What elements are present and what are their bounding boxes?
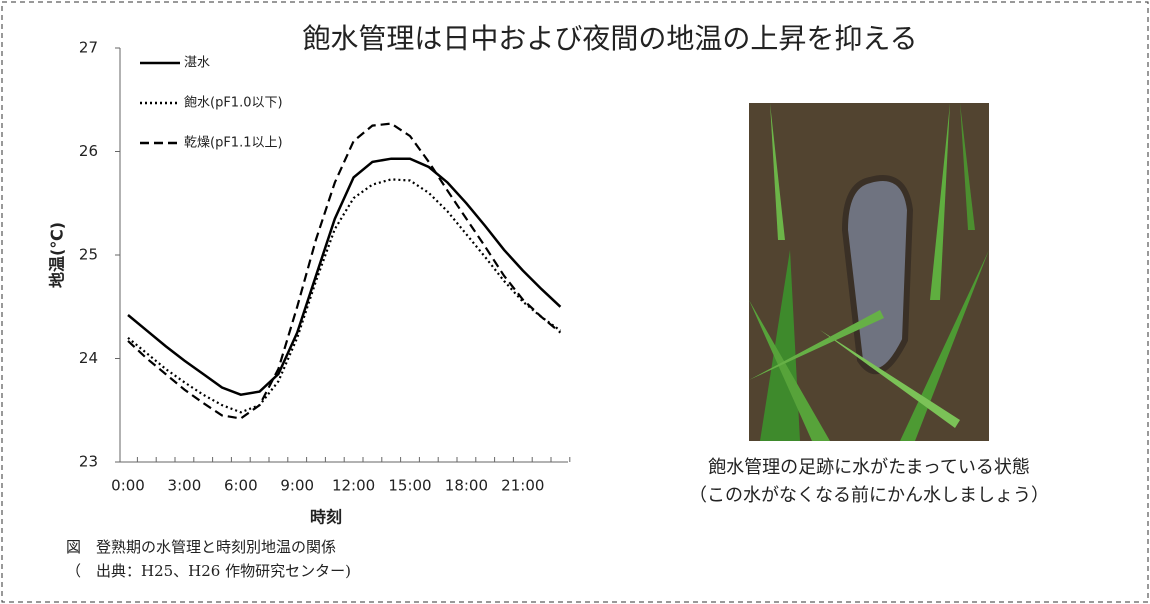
x-tick-label: 3:00 — [168, 477, 202, 495]
y-axis-label: 地温(℃) — [48, 222, 67, 288]
x-tick-label: 6:00 — [224, 477, 258, 495]
x-tick-label: 0:00 — [111, 477, 145, 495]
x-tick-label: 15:00 — [388, 477, 431, 495]
series-line — [128, 124, 560, 419]
x-tick-label: 21:00 — [501, 477, 544, 495]
series-line — [128, 159, 560, 395]
x-axis-label: 時刻 — [310, 508, 342, 527]
photo — [749, 103, 989, 441]
photo-caption: 飽水管理の足跡に水がたまっている状態 — [708, 457, 1030, 478]
x-tick-label: 18:00 — [445, 477, 488, 495]
y-tick-label: 24 — [79, 349, 98, 367]
legend-label: 湛水 — [184, 56, 210, 71]
y-tick-label: 27 — [79, 39, 98, 57]
legend-label: 乾燥(pF1.1以上) — [184, 136, 283, 151]
figure-caption: 図 登熟期の水管理と時刻別地温の関係 — [66, 538, 336, 556]
x-tick-label: 9:00 — [280, 477, 314, 495]
y-tick-label: 23 — [79, 453, 98, 471]
photo-caption: （この水がなくなる前にかん水しましょう） — [689, 485, 1049, 506]
slide: 飽水管理は日中および夜間の地温の上昇を抑える 飽水管理の足跡に水がたまっている状… — [0, 0, 1150, 604]
y-tick-label: 26 — [79, 142, 98, 160]
y-tick-label: 25 — [79, 246, 98, 264]
x-tick-label: 12:00 — [332, 477, 375, 495]
legend-label: 飽水(pF1.0以下) — [184, 96, 283, 111]
series-line — [128, 179, 560, 412]
figure-caption: （ 出典：H25、H26 作物研究センター) — [66, 562, 351, 580]
title: 飽水管理は日中および夜間の地温の上昇を抑える — [302, 22, 917, 55]
